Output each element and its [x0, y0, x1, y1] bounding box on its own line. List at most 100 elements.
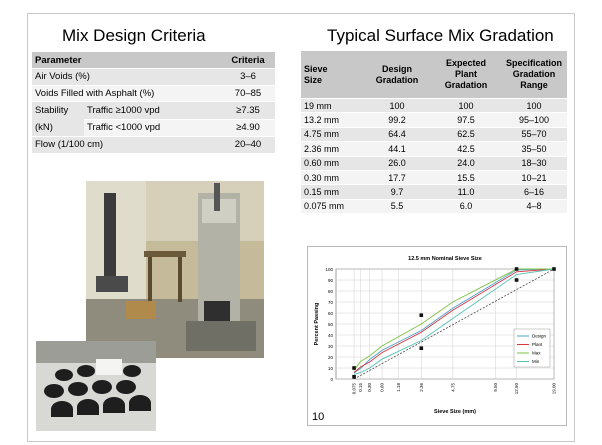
control-point	[419, 313, 424, 317]
spec-cell: 35–50	[501, 141, 567, 157]
lab-equipment-photo	[86, 181, 264, 358]
mix-design-title: Mix Design Criteria	[62, 26, 206, 45]
page-number: 10	[312, 411, 325, 423]
stability-label: Stability	[35, 105, 69, 117]
plant-cell: 97.5	[431, 112, 501, 128]
x-tick-label: 2.36	[419, 383, 424, 392]
gradation-chart-svg: 0 10 20 30 40 50 60 70 80 90 100 0.075 0.15 0.30 0.60 1…	[314, 256, 557, 415]
flow-value: 20–40	[221, 136, 275, 154]
design-cell: 9.7	[363, 184, 431, 200]
control-point	[352, 375, 356, 379]
sieve-size-cell: 0.075 mm	[301, 199, 363, 215]
table-row: 0.30 mm 17.7 15.5 10–21	[301, 170, 567, 186]
x-tick-label: 0.075	[352, 383, 357, 395]
header-parameter: Parameter	[32, 52, 221, 69]
y-tick-label: 20	[328, 355, 334, 360]
control-point	[514, 267, 519, 271]
stability-label-cell: Stability (kN)	[32, 101, 84, 138]
stability-low-value: ≥4.90	[221, 119, 275, 138]
legend-label-max: Max	[532, 351, 541, 356]
spec-cell: 6–16	[501, 184, 567, 200]
y-tick-label: 100	[325, 267, 333, 272]
flow-label: Flow (1/100 cm)	[32, 136, 221, 154]
asphalt-specimens-icon	[36, 341, 156, 431]
table-row: 19 mm 100 100 100	[301, 98, 567, 114]
design-cell: 100	[363, 98, 431, 114]
table-row: Air Voids (%) 3–6	[32, 68, 275, 86]
design-cell: 44.1	[363, 141, 431, 157]
x-axis-label: Sieve Size (mm)	[434, 409, 476, 415]
control-point	[552, 267, 556, 271]
series-line-max	[353, 268, 554, 371]
sieve-size-cell: 19 mm	[301, 98, 363, 114]
table-row: Flow (1/100 cm) 20–40	[32, 136, 275, 154]
legend-box	[513, 328, 551, 368]
stability-unit: (kN)	[35, 122, 53, 134]
table-row: 2.36 mm 44.1 42.5 35–50	[301, 141, 567, 157]
table-row: 4.75 mm 64.4 62.5 55–70	[301, 127, 567, 143]
spec-cell: 4–8	[501, 199, 567, 215]
gradation-chart: 0 10 20 30 40 50 60 70 80 90 100 0.075 0.15 0.30 0.60 1…	[307, 246, 567, 426]
mix-design-table: Parameter Criteria Air Voids (%) 3–6 Voi…	[32, 52, 275, 154]
y-axis-label: Percent Passing	[314, 303, 320, 346]
table-row: Voids Filled with Asphalt (%) 70–85	[32, 85, 275, 103]
stability-low-label: Traffic <1000 vpd	[84, 119, 221, 138]
spec-cell: 55–70	[501, 127, 567, 143]
plant-cell: 6.0	[431, 199, 501, 215]
x-tick-label: 0.60	[380, 383, 385, 392]
y-tick-label: 50	[328, 322, 334, 327]
x-tick-label: 9.50	[493, 383, 498, 392]
y-tick-label: 10	[328, 366, 334, 371]
x-tick-label: 12.50	[514, 383, 519, 395]
legend-label-design: Design	[532, 334, 547, 339]
vfa-label: Voids Filled with Asphalt (%)	[32, 85, 221, 103]
gradation-title: Typical Surface Mix Gradation	[327, 26, 554, 45]
design-cell: 26.0	[363, 156, 431, 171]
y-tick-label: 0	[330, 377, 333, 382]
x-tick-label: 4.75	[450, 383, 455, 392]
table-header-row: Parameter Criteria	[32, 52, 275, 69]
sieve-size-cell: 2.36 mm	[301, 141, 363, 157]
x-tick-label: 1.18	[396, 383, 401, 392]
design-cell: 64.4	[363, 127, 431, 143]
table-header-row: Sieve Size Design Gradation Expected Plant G…	[301, 51, 567, 99]
sieve-size-cell: 0.60 mm	[301, 156, 363, 171]
air-voids-value: 3–6	[221, 68, 275, 86]
max-density-line	[353, 268, 555, 380]
table-row: 13.2 mm 99.2 97.5 95–100	[301, 112, 567, 128]
x-tick-label: 0.15	[358, 383, 363, 392]
stability-high-value: ≥7.35	[221, 101, 275, 120]
plant-cell: 11.0	[431, 184, 501, 200]
slide-border	[27, 13, 575, 442]
header-criteria: Criteria	[221, 52, 275, 69]
legend-label-plant: Plant	[532, 342, 543, 347]
control-point	[419, 346, 424, 350]
vfa-value: 70–85	[221, 85, 275, 103]
series-line-plant	[353, 268, 555, 373]
header-sieve-size: Sieve Size	[301, 51, 363, 99]
spec-cell: 10–21	[501, 170, 567, 186]
chart-title: 12.5 mm Nominal Sieve Size	[408, 256, 482, 262]
design-cell: 99.2	[363, 112, 431, 128]
table-row: 0.15 mm 9.7 11.0 6–16	[301, 184, 567, 200]
legend-label-min: Min	[532, 359, 540, 364]
spec-cell: 18–30	[501, 156, 567, 171]
y-tick-label: 30	[328, 344, 334, 349]
plant-cell: 100	[431, 98, 501, 114]
y-tick-label: 60	[328, 311, 334, 316]
control-point	[352, 366, 356, 370]
header-plant-gradation: Expected Plant Gradation	[431, 51, 501, 99]
y-tick-label: 40	[328, 333, 334, 338]
plant-cell: 42.5	[431, 141, 501, 157]
stability-high-label: Traffic ≥1000 vpd	[84, 101, 221, 120]
air-voids-label: Air Voids (%)	[32, 68, 221, 86]
x-tick-label: 19.00	[552, 383, 557, 395]
plant-cell: 15.5	[431, 170, 501, 186]
x-tick-label: 0.30	[367, 383, 372, 392]
y-tick-label: 80	[328, 289, 334, 294]
marshall-apparatus-icon	[86, 181, 264, 358]
sieve-size-cell: 0.30 mm	[301, 170, 363, 186]
design-cell: 5.5	[363, 199, 431, 215]
sieve-size-cell: 13.2 mm	[301, 112, 363, 128]
